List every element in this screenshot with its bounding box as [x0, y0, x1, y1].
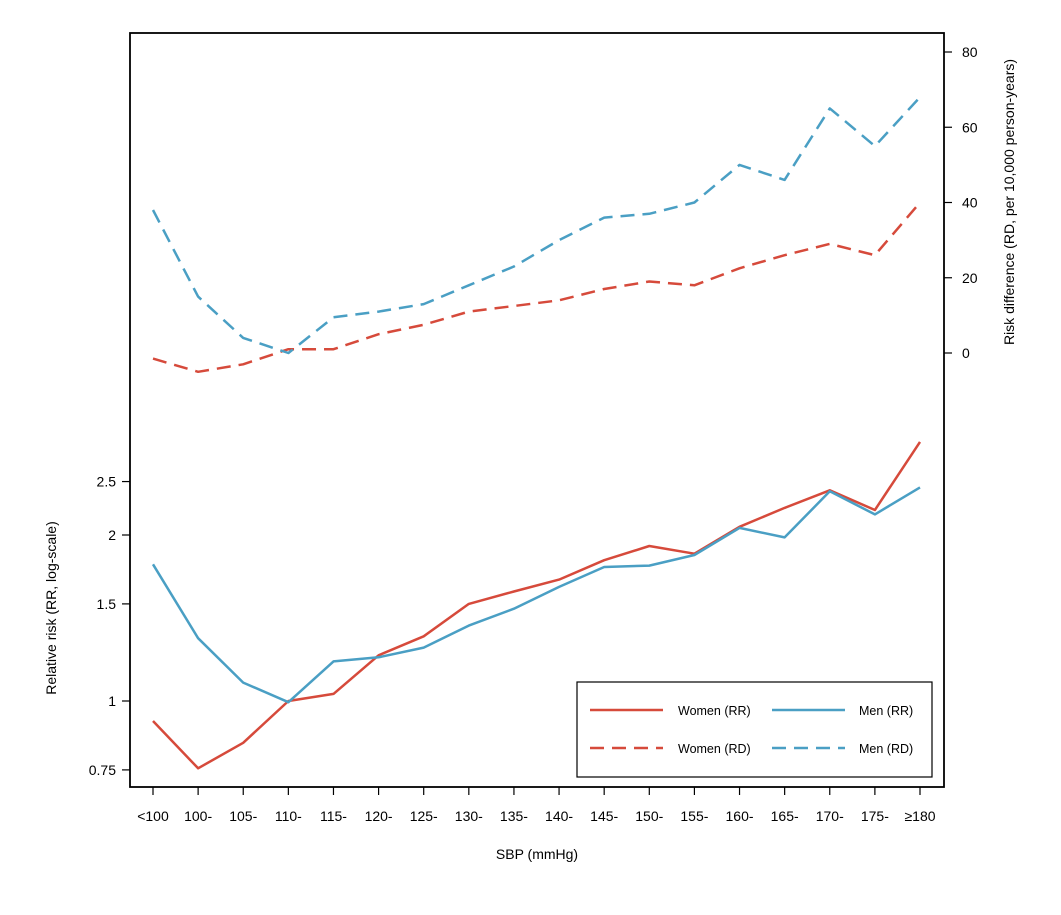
x-tick-label: 150- — [635, 808, 663, 824]
plot-frame — [129, 32, 945, 788]
y-left-tick-label: 1 — [108, 693, 116, 709]
x-tick-label: ≥180 — [904, 808, 935, 824]
x-tick-label: 105- — [229, 808, 257, 824]
x-tick-label: 165- — [771, 808, 799, 824]
x-tick-label: 160- — [726, 808, 754, 824]
y-left-tick-label: 0.75 — [89, 762, 116, 778]
y-right-tick-label: 60 — [962, 119, 978, 135]
x-tick-label: 170- — [816, 808, 844, 824]
y-right-tick-label: 0 — [962, 345, 970, 361]
series-group — [151, 96, 922, 770]
series-line-women-rr — [152, 441, 922, 770]
x-tick-label: 130- — [455, 808, 483, 824]
y-left-tick-label: 2 — [108, 527, 116, 543]
x-tick-label: 110- — [275, 808, 302, 824]
legend-label-women-rd: Women (RD) — [678, 742, 751, 756]
x-tick-label: 155- — [680, 808, 708, 824]
legend-label-men-rd: Men (RD) — [859, 742, 913, 756]
series-line-men-rd — [151, 96, 921, 355]
x-tick-label: 115- — [320, 808, 347, 824]
legend-box — [576, 681, 933, 778]
x-tick-label: <100 — [137, 808, 169, 824]
series-line-men-rr — [151, 486, 921, 704]
y-axis-right-title: Risk difference (RD, per 10,000 person-y… — [1001, 59, 1017, 345]
x-tick-label: 120- — [365, 808, 393, 824]
x-tick-label: 135- — [500, 808, 528, 824]
legend: Women (RR) Men (RR) Women (RD) Men (RD) — [576, 681, 933, 778]
x-tick-label: 100- — [184, 808, 212, 824]
x-tick-label: 125- — [410, 808, 438, 824]
y-right-tick-label: 20 — [962, 270, 978, 286]
x-axis-title: SBP (mmHg) — [496, 846, 578, 862]
x-tick-label: 145- — [590, 808, 618, 824]
y-axis-left-title: Relative risk (RR, log-scale) — [43, 521, 59, 694]
legend-label-men-rr: Men (RR) — [859, 704, 913, 718]
y-right-tick-label: 40 — [962, 195, 978, 211]
x-tick-label: 140- — [545, 808, 573, 824]
x-tick-label: 175- — [861, 808, 889, 824]
axis-ticks: <100 100- 105- 110- 115- 120- 125- 130- 135- 140-… — [89, 44, 978, 824]
y-left-tick-label: 2.5 — [97, 474, 117, 490]
legend-label-women-rr: Women (RR) — [678, 704, 751, 718]
y-left-tick-label: 1.5 — [97, 596, 117, 612]
y-right-tick-label: 80 — [962, 44, 978, 60]
